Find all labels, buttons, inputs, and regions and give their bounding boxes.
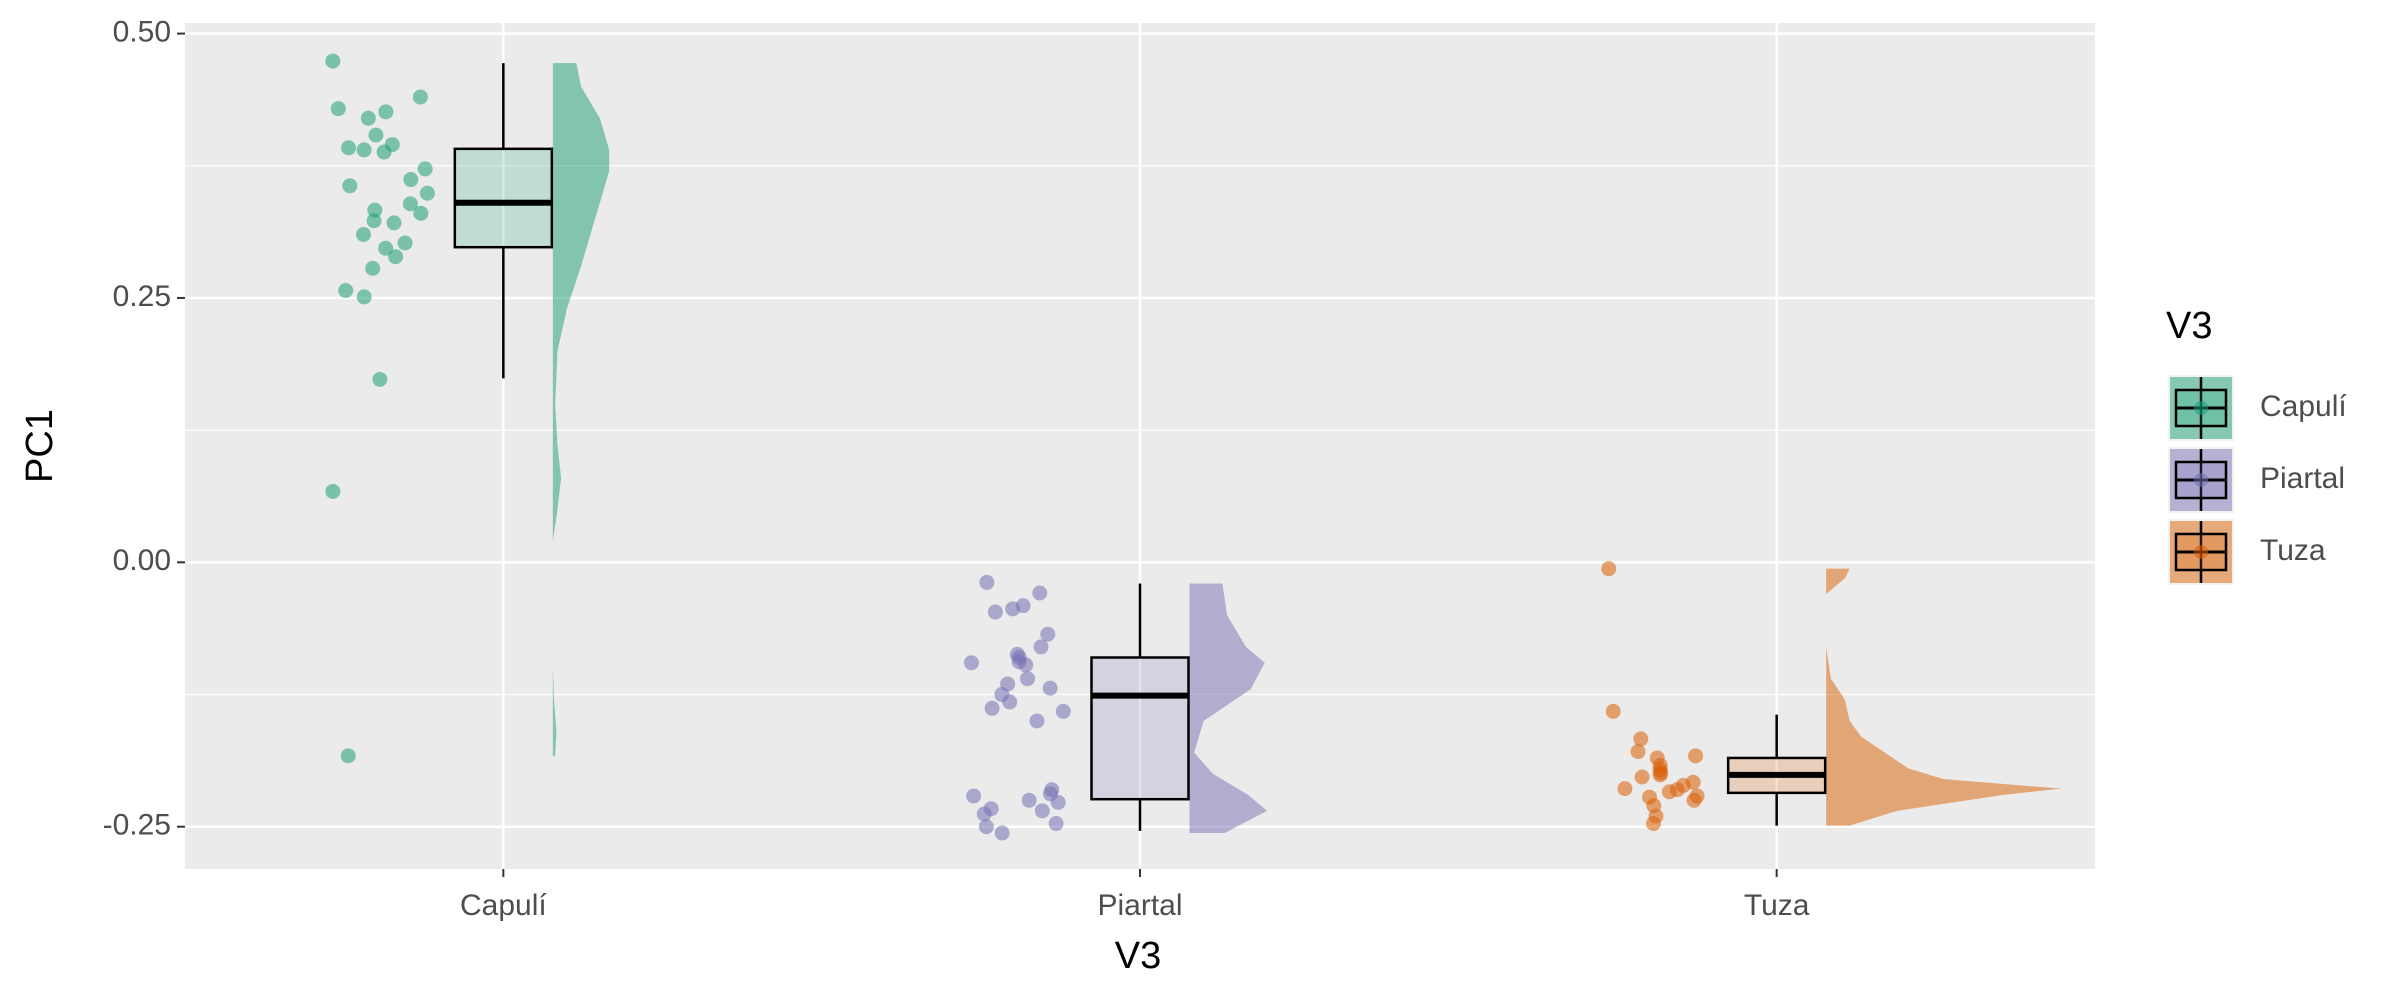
point [1652,767,1668,783]
point [963,655,979,671]
point [1032,585,1048,601]
point [412,89,428,105]
point [1617,781,1633,797]
point [1634,769,1650,785]
point [325,483,341,499]
point [386,215,402,231]
density-slab [1189,583,1268,834]
legend-key-point [2194,473,2208,487]
point [994,825,1010,841]
density-slab [552,63,610,756]
legend-key-point [2194,401,2208,415]
point [1633,731,1649,747]
point [355,227,371,242]
point [388,249,404,265]
legend-key-point [2194,545,2208,559]
point [966,788,982,804]
y-tick-label: 0.00 [113,544,171,577]
point [978,819,994,835]
point [378,104,394,120]
density-slab [1826,568,2062,826]
point [403,172,419,188]
legend-label: Capulí [2260,390,2347,423]
point [360,110,376,126]
point [1686,792,1702,808]
point [984,700,1000,716]
point [419,185,435,201]
point [1055,703,1071,719]
point [1645,816,1661,832]
point [1040,626,1056,642]
legend-label: Piartal [2260,462,2345,495]
point [1005,601,1021,617]
point [338,283,354,299]
point [1688,748,1704,764]
point [342,178,358,194]
point [1630,744,1646,760]
point [376,144,392,160]
x-axis-title: V3 [1115,935,1161,977]
point [366,213,382,229]
point [1661,784,1677,800]
point [368,127,384,143]
y-axis-title: PC1 [19,409,61,483]
point [325,53,341,69]
y-tick-label: 0.50 [113,15,171,48]
point [1601,561,1617,577]
point [1020,671,1036,687]
point [1048,816,1064,832]
legend-label: Tuza [2260,534,2326,567]
point [372,371,388,387]
point [1605,703,1621,719]
point [1042,680,1058,696]
point [397,235,413,251]
point [378,240,394,256]
point [402,196,418,212]
box [453,147,554,249]
point [341,140,357,156]
box [1090,656,1190,801]
point [976,806,992,822]
point [1050,794,1066,810]
point [330,101,346,117]
point [356,142,372,158]
point [365,260,381,276]
point [1002,694,1018,710]
point [1034,803,1050,819]
point [417,161,433,177]
point [413,205,429,221]
point [1033,639,1049,655]
point [979,574,995,590]
point [356,289,372,305]
point [1029,713,1045,729]
x-tick-label: Capulí [460,889,547,922]
x-tick-label: Piartal [1097,889,1182,922]
x-tick-label: Tuza [1744,889,1810,922]
y-tick-label: 0.25 [113,280,171,313]
point [1018,657,1034,673]
point [987,604,1003,620]
point [340,748,356,764]
legend-title: V3 [2166,305,2212,347]
point [1021,792,1037,808]
y-tick-label: -0.25 [103,809,171,842]
